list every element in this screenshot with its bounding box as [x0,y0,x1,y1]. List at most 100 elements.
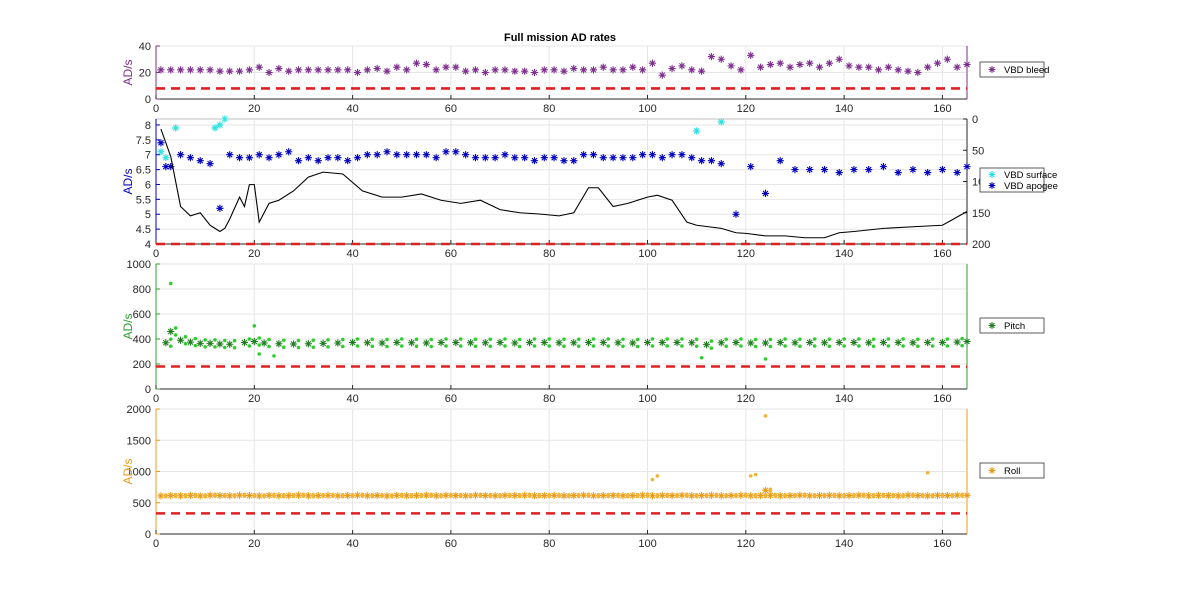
data-point [635,337,640,342]
data-point [517,344,522,349]
x-tick-label: 40 [346,103,358,115]
data-point [940,494,945,499]
data-point [547,494,552,499]
data-point [206,160,214,168]
data-point [639,66,647,74]
data-point [193,343,198,348]
data-point [444,337,448,341]
data-point [953,491,961,499]
data-point [501,66,509,74]
data-point [665,337,669,341]
data-point [707,157,716,165]
data-point [744,494,748,498]
x-tick-label: 120 [737,103,755,115]
data-point [193,336,198,341]
data-point [488,344,493,349]
y-tick-label: 800 [133,284,151,296]
data-point [442,63,450,71]
data-point [498,494,502,499]
data-point [820,339,829,347]
data-point [255,63,263,71]
data-point [589,151,598,159]
data-point [629,339,637,347]
legend-box [979,61,1045,78]
data-point [311,494,316,499]
subplot-3: 0 20 40 60 80 100 120 140 160 0 200 400 600 800 1000 AD… [121,259,1045,405]
data-point [247,337,252,341]
data-point [586,494,591,498]
data-point [945,337,950,341]
data-point [319,339,327,347]
data-point [650,337,655,341]
y-tick-label: 1000 [127,467,151,479]
data-point [334,154,342,162]
data-point [344,157,352,165]
data-point [481,68,489,77]
data-point [857,344,861,348]
data-point [393,338,401,347]
data-point [945,344,950,348]
data-point [629,63,637,71]
data-point [747,492,755,500]
data-point [815,491,824,500]
data-point [648,492,657,500]
data-point [930,337,935,341]
data-point [414,337,419,342]
data-point [727,62,735,70]
data-point [865,492,873,500]
x-tick-label: 160 [933,538,951,550]
data-point [606,344,610,348]
data-point [766,60,774,69]
data-point [835,492,843,500]
data-point [806,338,814,347]
data-point [697,157,706,165]
data-point [580,151,588,159]
data-point [963,491,971,499]
data-point [803,494,807,498]
data-point [290,340,298,348]
subplot-1: 0 20 40 60 80 100 120 140 160 0 20 40 AD/s VBD bleed [121,41,1049,115]
data-point [481,154,489,162]
data-point [865,63,873,71]
data-point [694,337,699,342]
data-point [429,494,434,498]
x-tick-label: 80 [543,248,555,260]
x-tick-label: 100 [638,103,656,115]
data-point [714,494,719,499]
series-group [157,51,971,79]
y-tick-label: 1500 [127,435,151,447]
data-point [422,339,430,347]
data-point [648,151,657,159]
data-point [943,491,951,500]
data-point [825,59,833,67]
data-point [168,344,173,349]
data-point [694,494,699,499]
legend-label: Pitch [1004,321,1025,332]
data-point [206,66,214,74]
data-point [688,492,696,500]
data-point [226,67,234,75]
data-point [871,337,876,342]
x-tick-label: 100 [638,393,656,405]
data-point [429,337,434,342]
y-tick-label: 400 [133,334,151,346]
data-point [761,189,770,198]
data-point [203,495,207,499]
legend-marker [988,182,996,189]
data-point [355,337,360,341]
x-tick-label: 0 [153,538,159,550]
data-point [699,355,704,360]
data-point [393,151,401,159]
data-point [580,491,588,499]
data-point [491,154,499,162]
data-point [193,494,198,499]
data-point [452,148,460,156]
data-point [648,59,657,67]
data-point [452,491,460,500]
data-point [232,494,237,499]
data-point [793,494,797,499]
data-point [909,339,917,347]
data-point [550,491,558,499]
data-point [560,67,568,75]
